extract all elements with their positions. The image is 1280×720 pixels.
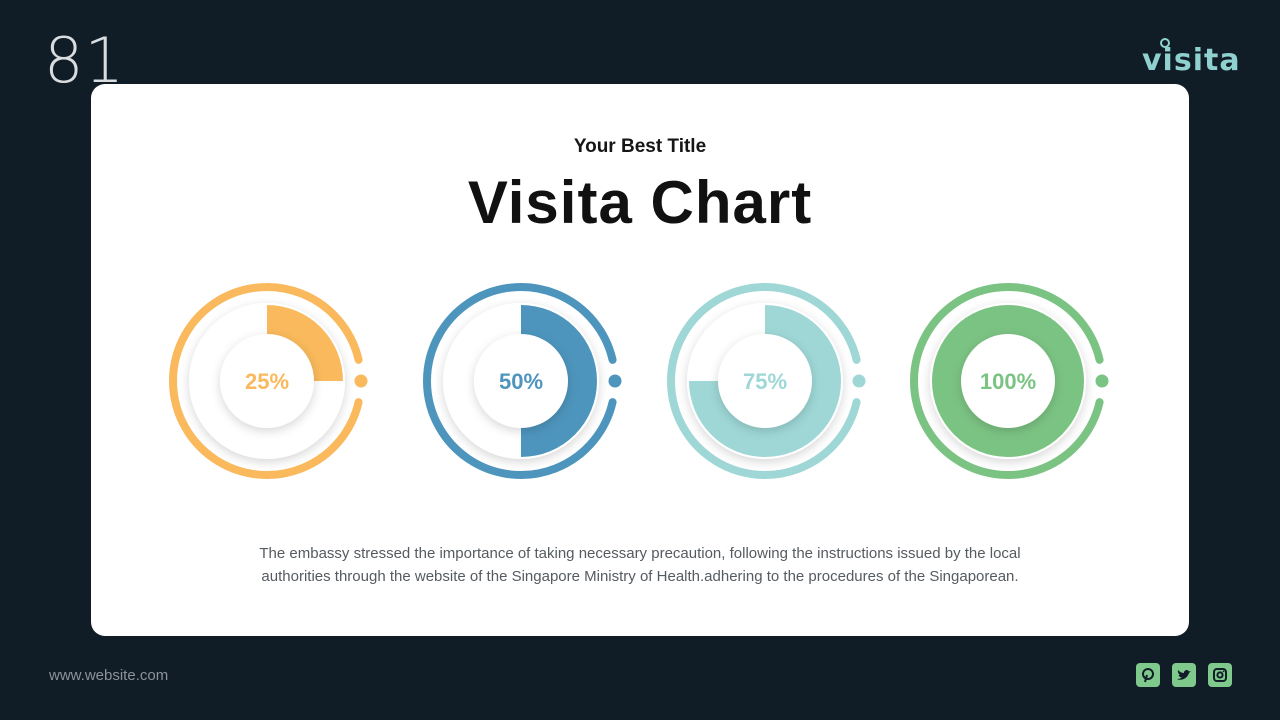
donut-chart-4: 100% [910, 283, 1109, 479]
donut-center [718, 334, 812, 428]
description-text: The embassy stressed the importance of t… [259, 545, 1021, 585]
subtitle: Your Best Title [573, 136, 707, 157]
donut-label: 100% [980, 369, 1036, 394]
brand-logo: visita [1142, 36, 1240, 76]
donut-chart-1: 25% [169, 283, 368, 479]
twitter-icon[interactable] [1172, 663, 1196, 687]
donut-label: 25% [245, 369, 289, 394]
social-links [1136, 663, 1232, 687]
location-pin-icon [1160, 38, 1170, 48]
outer-ring [169, 283, 363, 479]
ring-dot [354, 374, 368, 388]
donut-label: 50% [499, 369, 543, 394]
outer-ring [423, 283, 617, 479]
pinterest-icon[interactable] [1136, 663, 1160, 687]
logo-text: visita [1142, 43, 1241, 78]
page-title: Visita Chart [467, 169, 813, 236]
content-card: Your Best Title Visita Chart 25% 50% 75% 10… [91, 84, 1189, 636]
donut-chart-3: 75% [667, 283, 866, 479]
page-number: 81 [44, 24, 125, 97]
donut-chart-2: 50% [423, 283, 622, 479]
ring-dot [1095, 374, 1109, 388]
donut-charts: 25% 50% 75% 100% [91, 274, 1189, 494]
ring-dot [852, 374, 866, 388]
ring-dot [608, 374, 622, 388]
donut-charts-svg: 25% 50% 75% 100% [169, 283, 1109, 479]
donut-center [220, 334, 314, 428]
instagram-icon[interactable] [1208, 663, 1232, 687]
donut-center [474, 334, 568, 428]
website-link[interactable]: www.website.com [49, 667, 169, 684]
donut-label: 75% [743, 369, 787, 394]
outer-ring [910, 283, 1104, 479]
outer-ring [667, 283, 861, 479]
donut-center [961, 334, 1055, 428]
